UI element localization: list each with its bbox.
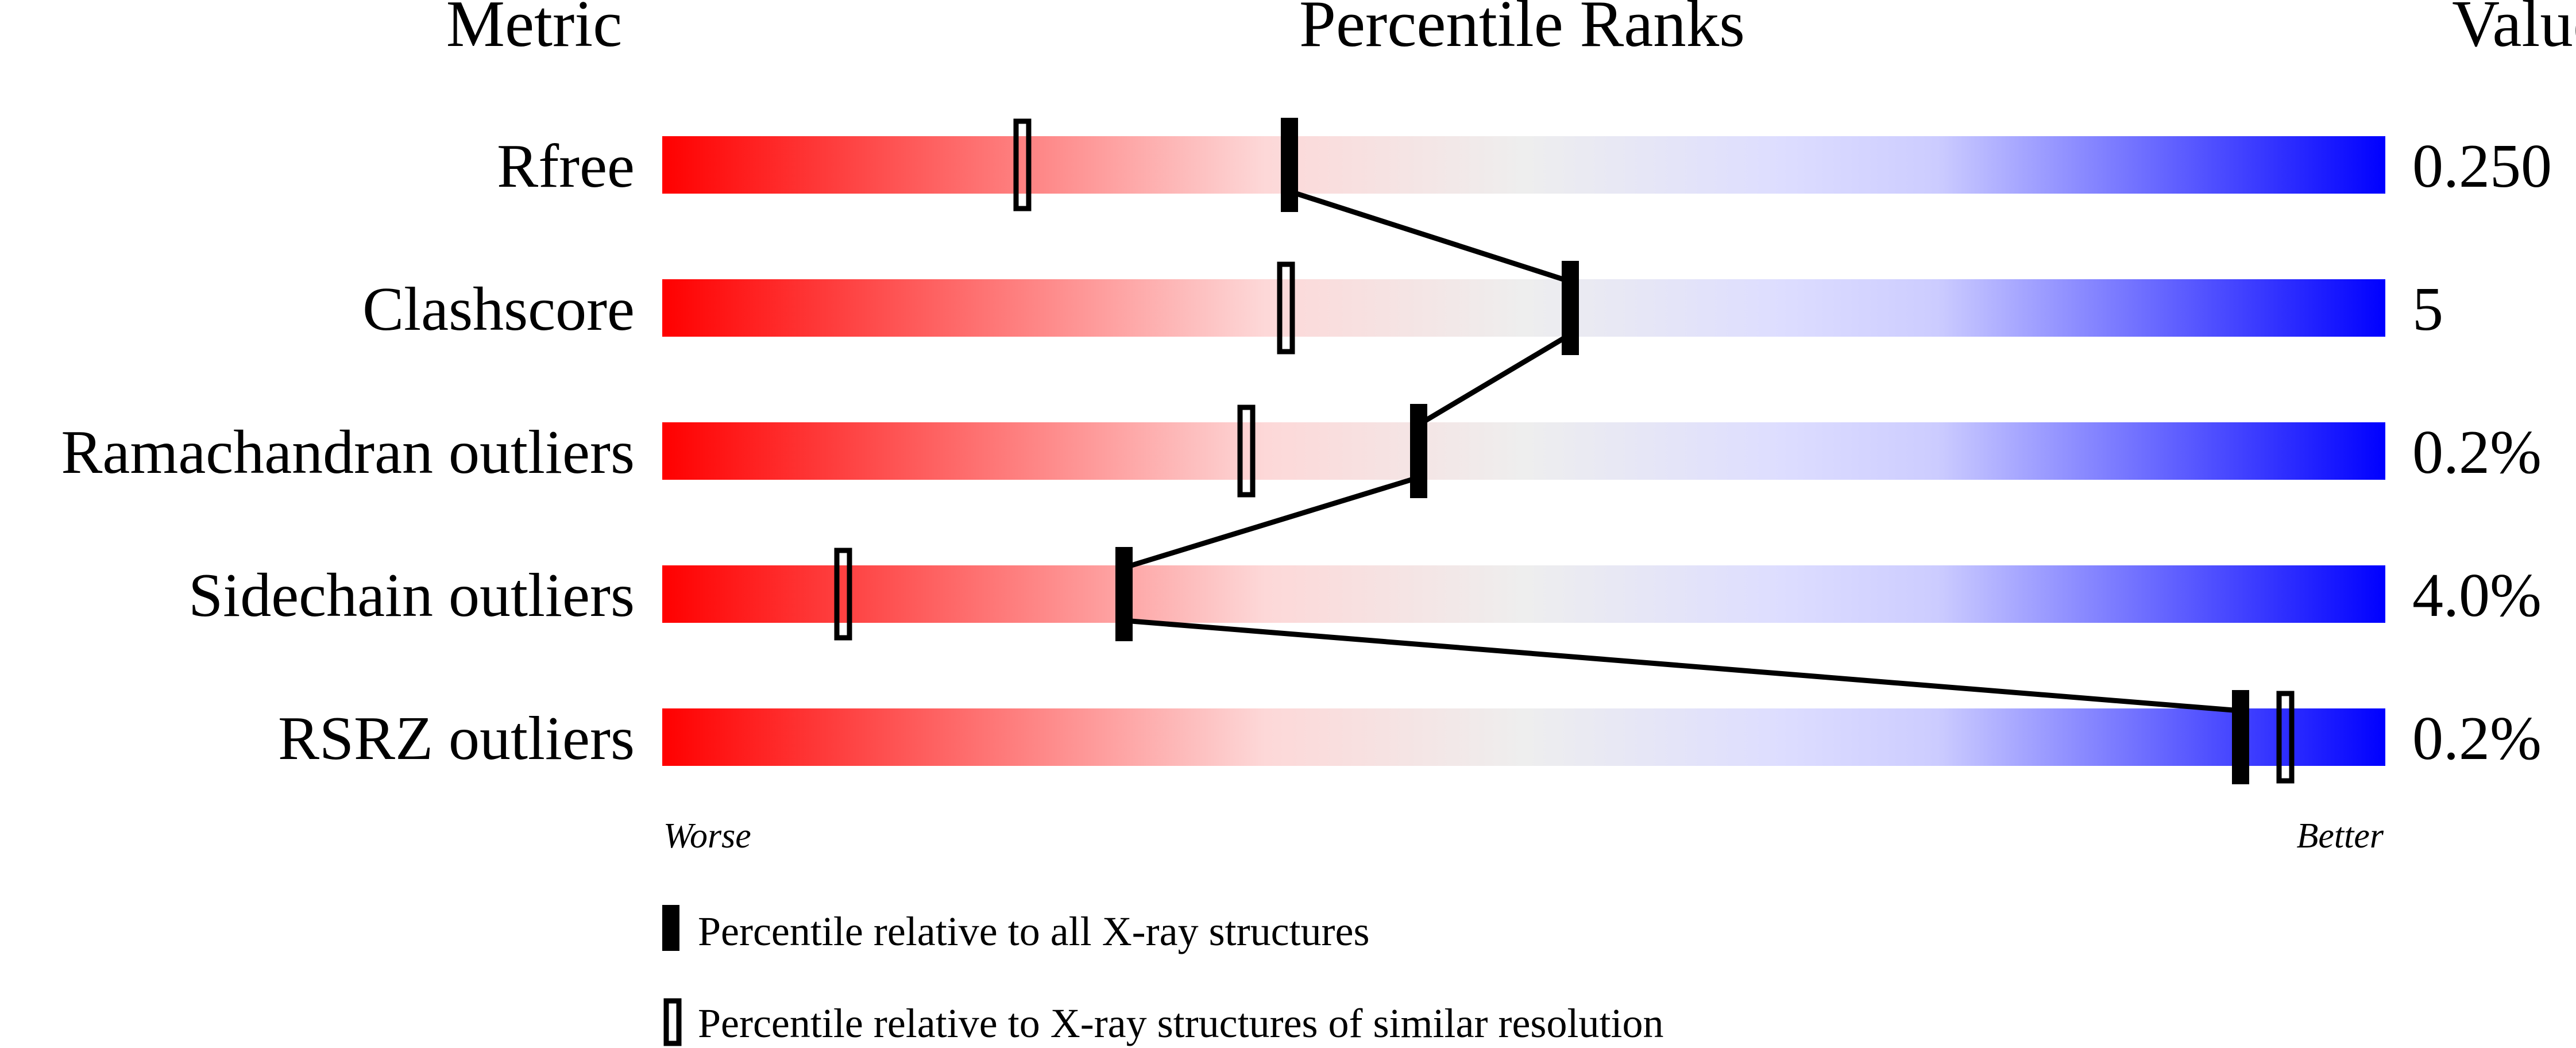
legend-open-marker: [663, 998, 682, 1046]
similar-resolution-marker: [1277, 261, 1295, 355]
connector-line: [1417, 332, 1572, 427]
similar-resolution-marker: [1237, 404, 1256, 498]
all-structures-marker: [2232, 690, 2249, 784]
header-value: Value: [2452, 0, 2576, 60]
axis-worse-label: Worse: [663, 816, 751, 856]
percentile-bar: [662, 136, 2385, 194]
connector-line: [1123, 475, 1420, 571]
metric-label: Ramachandran outliers: [61, 418, 635, 487]
all-structures-marker: [1281, 118, 1298, 212]
metric-label: Rfree: [497, 132, 635, 201]
percentile-bar: [662, 279, 2385, 337]
connector-line: [1288, 188, 1571, 284]
metric-value: 0.2%: [2412, 418, 2542, 487]
legend-filled-label: Percentile relative to all X-ray structu…: [698, 908, 1370, 954]
header-metric: Metric: [446, 0, 623, 60]
percentile-bar: [662, 422, 2385, 480]
metric-value: 0.250: [2412, 132, 2552, 201]
percentile-bar: [662, 708, 2385, 766]
percentile-bar: [662, 565, 2385, 623]
axis-better-label: Better: [2297, 816, 2384, 856]
metric-label: RSRZ outliers: [278, 704, 635, 773]
metric-value: 5: [2412, 275, 2443, 344]
similar-resolution-marker: [1013, 118, 1032, 211]
similar-resolution-marker: [834, 548, 852, 641]
metric-label: Clashscore: [362, 275, 635, 344]
all-structures-marker: [1410, 404, 1427, 498]
header-percentile-ranks: Percentile Ranks: [1299, 0, 1745, 60]
metric-value: 4.0%: [2412, 561, 2542, 630]
connector-line: [1123, 618, 2241, 714]
metric-label: Sidechain outliers: [188, 561, 635, 630]
similar-resolution-marker: [2276, 691, 2295, 784]
all-structures-marker: [1562, 261, 1579, 355]
legend-open-label: Percentile relative to X-ray structures …: [698, 1000, 1663, 1046]
all-structures-marker: [1115, 547, 1133, 641]
legend-filled-marker: [662, 905, 679, 951]
metric-value: 0.2%: [2412, 704, 2542, 773]
